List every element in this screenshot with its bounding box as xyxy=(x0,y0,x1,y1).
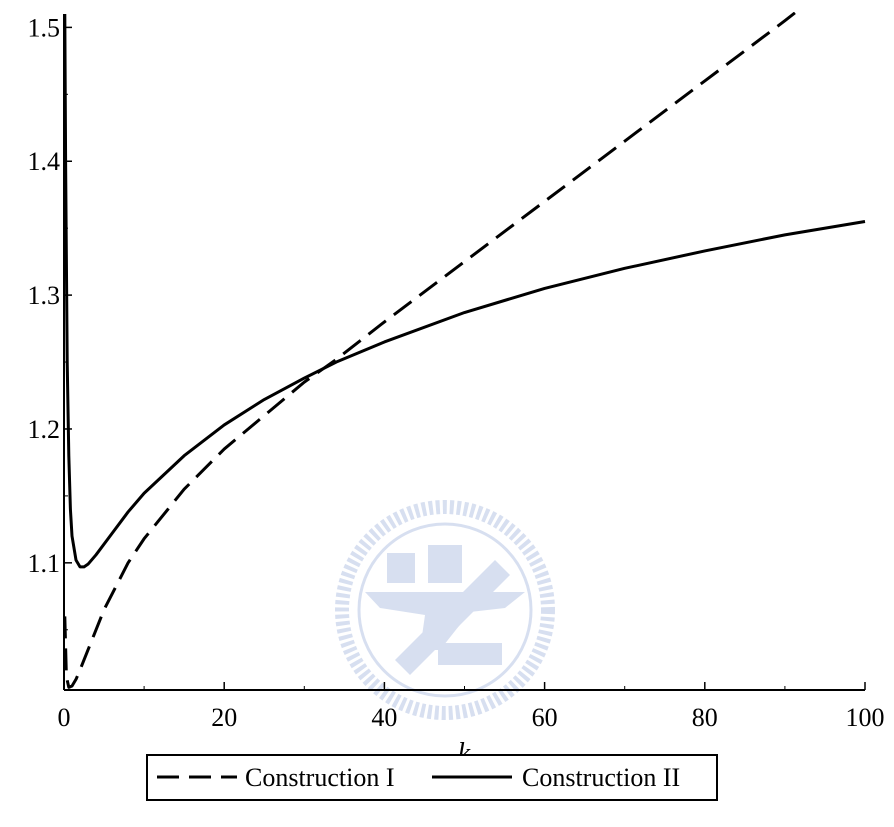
y-tick-label: 1.5 xyxy=(28,13,61,42)
series-line-construction-ii xyxy=(64,13,866,569)
x-tick-label: 0 xyxy=(58,703,71,732)
university-seal-watermark xyxy=(335,500,555,720)
y-tick-label: 1.1 xyxy=(28,549,61,578)
legend-label-construction-ii: Construction II xyxy=(522,763,680,792)
series-layer xyxy=(64,12,866,689)
axes: 0 20 40 60 80 100 1.1 1.2 1.3 1.4 1.5 xyxy=(28,13,885,732)
legend-label-construction-i: Construction I xyxy=(245,763,395,792)
y-tick-label: 1.3 xyxy=(28,281,61,310)
x-tick-label: 20 xyxy=(211,703,237,732)
series-line-construction-i xyxy=(64,12,798,689)
x-ticks: 0 20 40 60 80 100 xyxy=(58,682,885,732)
y-tick-label: 1.4 xyxy=(28,147,61,176)
x-tick-label: 80 xyxy=(692,703,718,732)
y-tick-label: 1.2 xyxy=(28,415,61,444)
x-tick-label: 100 xyxy=(846,703,885,732)
legend: Construction I Construction II xyxy=(146,754,718,801)
x-tick-label: 40 xyxy=(371,703,397,732)
y-ticks: 1.1 1.2 1.3 1.4 1.5 xyxy=(28,13,72,631)
x-tick-label: 60 xyxy=(532,703,558,732)
